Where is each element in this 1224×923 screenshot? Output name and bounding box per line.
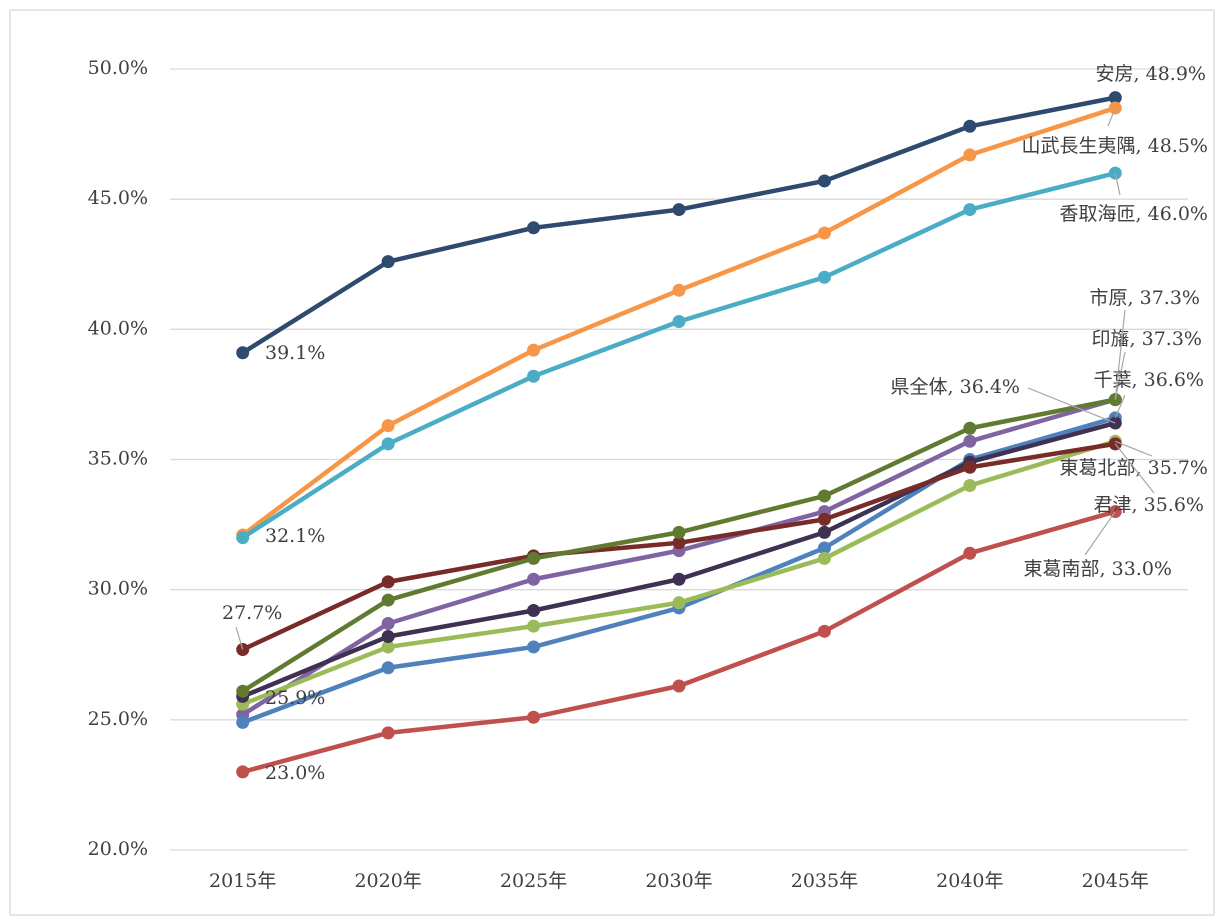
data-point [381,437,395,451]
leader-line [1084,511,1116,556]
data-point [817,525,831,539]
data-point [381,630,395,644]
data-point [236,684,250,698]
y-tick-label: 30.0% [88,578,148,600]
data-label: 市原, 37.3% [1090,287,1200,309]
y-tick-label: 25.0% [88,708,148,730]
data-point [527,572,541,586]
data-point [381,255,395,269]
data-point [381,575,395,589]
data-point [1108,91,1122,105]
data-point [817,512,831,526]
data-point [672,596,686,610]
data-point [236,715,250,729]
data-label: 25.9% [265,687,325,709]
data-point [817,624,831,638]
data-point [817,541,831,555]
data-point [817,174,831,188]
data-point [672,525,686,539]
data-point [527,551,541,565]
data-label: 39.1% [265,342,325,364]
data-point [963,421,977,435]
leader-line [1114,443,1155,494]
leader-line [1027,387,1116,424]
data-point [817,226,831,240]
data-point [236,531,250,545]
data-point [963,546,977,560]
y-tick-label: 40.0% [88,317,148,339]
data-label: 君津, 35.6% [1094,494,1204,516]
data-point [527,640,541,654]
data-point [381,419,395,433]
data-point [527,369,541,383]
data-point [963,203,977,217]
data-label: 香取海匝, 46.0% [1060,203,1208,225]
data-point [527,603,541,617]
leader-line [1107,107,1116,127]
x-tick-label: 2015年 [209,870,276,892]
y-tick-label: 50.0% [88,57,148,79]
data-point [527,343,541,357]
x-tick-label: 2035年 [791,870,858,892]
data-point [672,679,686,693]
data-point [527,619,541,633]
data-point [817,270,831,284]
data-point [963,148,977,162]
data-point [817,489,831,503]
data-point [527,221,541,235]
data-point [527,710,541,724]
data-point [963,460,977,474]
data-point [381,617,395,631]
leader-line [235,626,244,650]
data-point [236,346,250,360]
data-point [236,765,250,779]
data-point [672,283,686,297]
data-label: 千葉, 36.6% [1094,369,1204,391]
x-tick-label: 2025年 [500,870,567,892]
data-point [963,434,977,448]
x-tick-label: 2045年 [1082,870,1149,892]
data-label: 県全体, 36.4% [891,376,1020,398]
data-point [963,119,977,133]
leader-line [1114,309,1126,400]
data-point [672,572,686,586]
data-point [381,726,395,740]
leader-line [1115,440,1153,457]
x-tick-label: 2040年 [936,870,1003,892]
data-point [672,203,686,217]
data-point [381,640,395,654]
leader-line [1114,351,1126,400]
data-label: 32.1% [265,525,325,547]
y-tick-label: 35.0% [88,448,148,470]
data-point [1108,505,1122,519]
data-label: 東葛南部, 33.0% [1024,558,1172,580]
leader-line [1114,394,1126,419]
data-point [963,479,977,493]
data-point [672,315,686,329]
data-point [817,551,831,565]
data-label: 印旛, 37.3% [1092,328,1202,350]
data-label: 23.0% [265,762,325,784]
y-tick-label: 20.0% [88,838,148,860]
data-label: 27.7% [222,602,282,624]
x-tick-label: 2020年 [354,870,421,892]
data-label: 安房, 48.9% [1096,63,1206,85]
data-point [381,593,395,607]
leader-line [1114,173,1121,196]
data-point [381,661,395,675]
x-tick-label: 2030年 [645,870,712,892]
data-point [672,536,686,550]
y-tick-label: 45.0% [88,187,148,209]
data-label: 山武長生夷隅, 48.5% [1022,135,1208,157]
